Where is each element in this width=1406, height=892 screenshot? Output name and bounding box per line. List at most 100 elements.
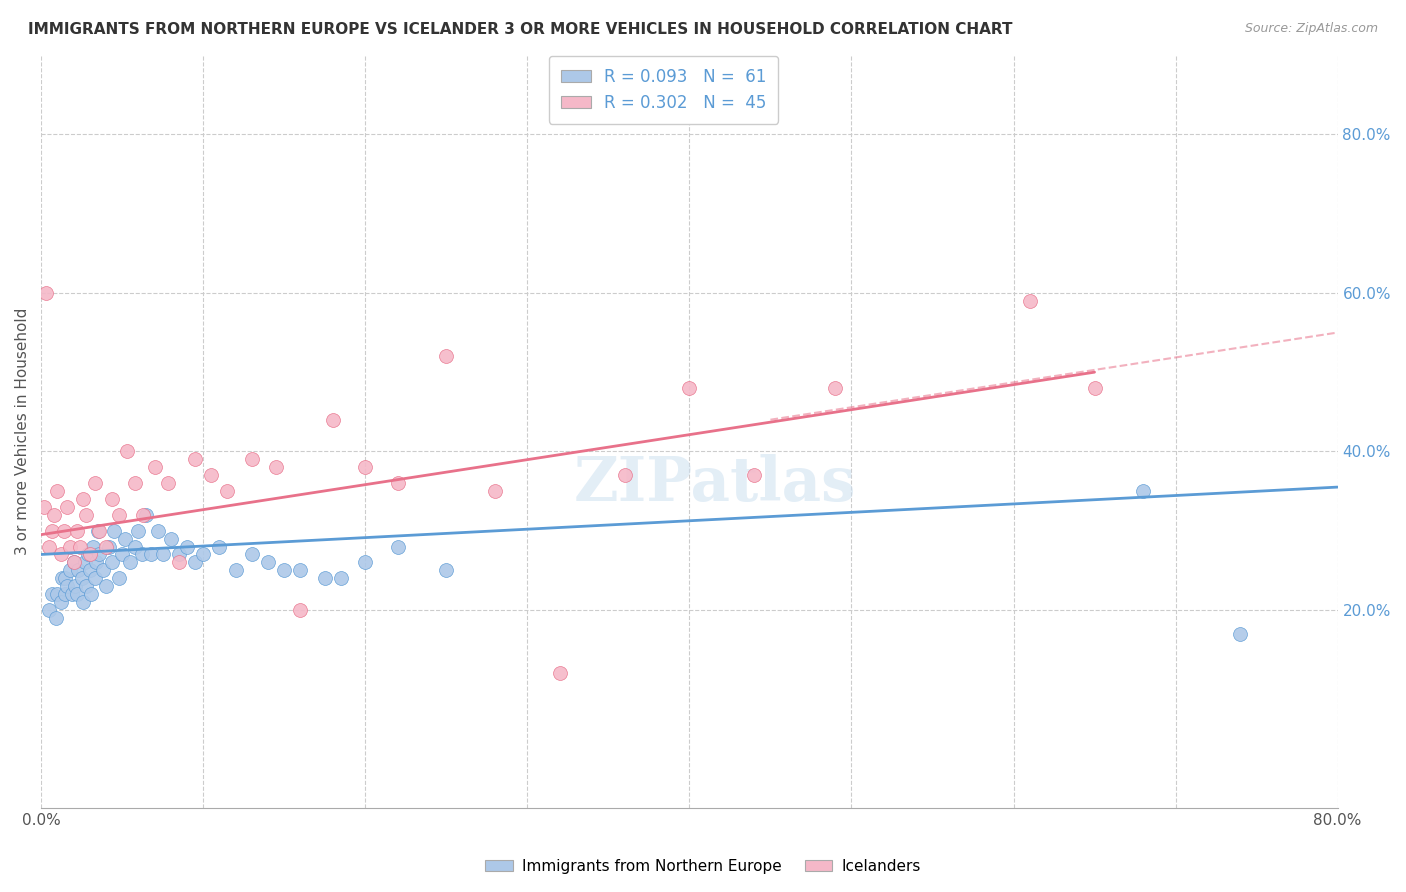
Point	[51, 571, 73, 585]
Legend: Immigrants from Northern Europe, Icelanders: Immigrants from Northern Europe, Iceland…	[479, 853, 927, 880]
Point	[101, 491, 124, 506]
Text: Source: ZipAtlas.com: Source: ZipAtlas.com	[1244, 22, 1378, 36]
Point	[184, 555, 207, 569]
Point	[87, 524, 110, 538]
Point	[208, 540, 231, 554]
Point	[159, 532, 181, 546]
Point	[83, 571, 105, 585]
Point	[62, 555, 84, 569]
Point	[127, 524, 149, 538]
Point	[46, 484, 69, 499]
Point	[82, 540, 104, 554]
Point	[240, 548, 263, 562]
Point	[273, 563, 295, 577]
Point	[46, 587, 69, 601]
Point	[45, 611, 67, 625]
Text: ZIPatlas: ZIPatlas	[574, 454, 856, 515]
Point	[38, 603, 60, 617]
Point	[72, 595, 94, 609]
Point	[62, 555, 84, 569]
Point	[73, 555, 96, 569]
Point	[146, 524, 169, 538]
Point	[98, 540, 121, 554]
Point	[434, 563, 457, 577]
Point	[387, 476, 409, 491]
Point	[59, 563, 82, 577]
Point	[108, 508, 131, 522]
Point	[167, 555, 190, 569]
Point	[89, 548, 111, 562]
Point	[66, 524, 89, 538]
Point	[1018, 293, 1040, 308]
Point	[72, 491, 94, 506]
Point	[76, 508, 98, 522]
Point	[329, 571, 352, 585]
Point	[60, 587, 83, 601]
Point	[225, 563, 247, 577]
Point	[290, 563, 312, 577]
Point	[314, 571, 336, 585]
Point	[38, 540, 60, 554]
Point	[34, 500, 56, 514]
Point	[156, 476, 179, 491]
Point	[80, 587, 103, 601]
Point	[35, 285, 58, 300]
Point	[434, 349, 457, 363]
Point	[387, 540, 409, 554]
Point	[290, 603, 312, 617]
Point	[69, 540, 91, 554]
Point	[678, 381, 700, 395]
Point	[94, 579, 117, 593]
Y-axis label: 3 or more Vehicles in Household: 3 or more Vehicles in Household	[15, 308, 30, 556]
Point	[94, 540, 117, 554]
Point	[111, 548, 134, 562]
Point	[124, 476, 146, 491]
Point	[55, 571, 77, 585]
Point	[63, 579, 86, 593]
Point	[77, 548, 100, 562]
Point	[91, 563, 114, 577]
Point	[217, 484, 239, 499]
Point	[152, 548, 174, 562]
Legend: R = 0.093   N =  61, R = 0.302   N =  45: R = 0.093 N = 61, R = 0.302 N = 45	[548, 56, 778, 124]
Point	[257, 555, 280, 569]
Point	[613, 468, 636, 483]
Point	[56, 500, 79, 514]
Point	[55, 587, 77, 601]
Point	[103, 524, 125, 538]
Point	[354, 460, 377, 475]
Text: IMMIGRANTS FROM NORTHERN EUROPE VS ICELANDER 3 OR MORE VEHICLES IN HOUSEHOLD COR: IMMIGRANTS FROM NORTHERN EUROPE VS ICELA…	[28, 22, 1012, 37]
Point	[824, 381, 846, 395]
Point	[184, 452, 207, 467]
Point	[52, 524, 75, 538]
Point	[193, 548, 215, 562]
Point	[70, 571, 93, 585]
Point	[83, 476, 105, 491]
Point	[114, 532, 136, 546]
Point	[84, 555, 107, 569]
Point	[41, 587, 63, 601]
Point	[49, 595, 72, 609]
Point	[548, 666, 571, 681]
Point	[264, 460, 287, 475]
Point	[143, 460, 166, 475]
Point	[322, 413, 344, 427]
Point	[1229, 626, 1251, 640]
Point	[167, 548, 190, 562]
Point	[484, 484, 506, 499]
Point	[240, 452, 263, 467]
Point	[67, 563, 90, 577]
Point	[41, 524, 63, 538]
Point	[79, 563, 101, 577]
Point	[176, 540, 198, 554]
Point	[108, 571, 131, 585]
Point	[76, 579, 98, 593]
Point	[49, 548, 72, 562]
Point	[66, 587, 89, 601]
Point	[42, 508, 65, 522]
Point	[742, 468, 765, 483]
Point	[135, 508, 157, 522]
Point	[115, 444, 138, 458]
Point	[200, 468, 222, 483]
Point	[1132, 484, 1154, 499]
